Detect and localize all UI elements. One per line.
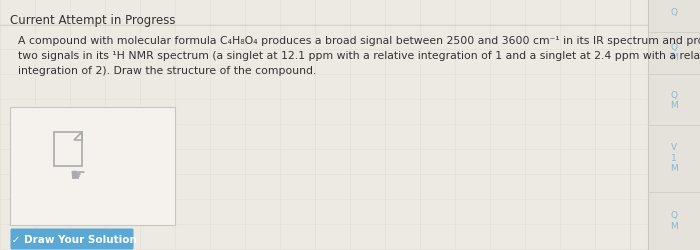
Text: ☛: ☛ <box>70 166 86 184</box>
Text: Q
M: Q M <box>670 210 678 230</box>
Text: A compound with molecular formula C₄H₈O₄ produces a broad signal between 2500 an: A compound with molecular formula C₄H₈O₄… <box>18 36 700 75</box>
Text: Current Attempt in Progress: Current Attempt in Progress <box>10 14 176 27</box>
Bar <box>648 0 700 250</box>
Text: ✓ Draw Your Solution: ✓ Draw Your Solution <box>8 234 136 244</box>
Text: Q
M: Q M <box>670 43 678 62</box>
Text: V
1
M: V 1 M <box>670 143 678 172</box>
Bar <box>10 108 175 225</box>
FancyBboxPatch shape <box>10 228 134 250</box>
Text: Q
M: Q M <box>670 90 678 110</box>
Text: Q: Q <box>671 8 678 17</box>
